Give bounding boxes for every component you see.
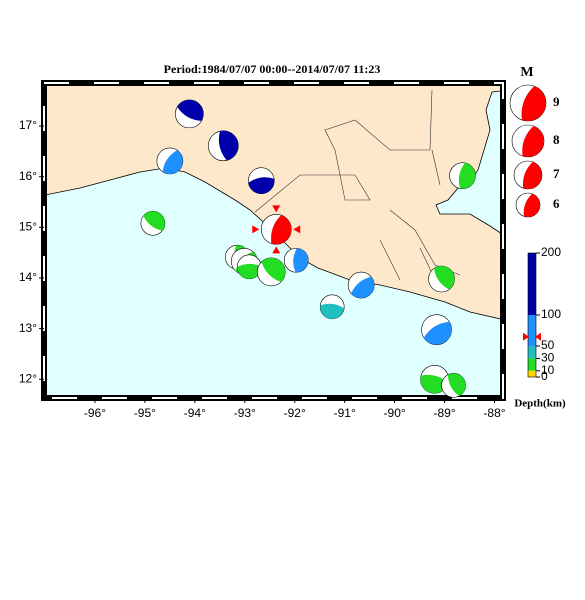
- lat-tick-label: 12°: [19, 371, 37, 385]
- event: [347, 271, 375, 299]
- lat-tick-label: 16°: [19, 169, 37, 183]
- ball-quadrant: [433, 266, 455, 290]
- lon-tick-label: -95°: [134, 406, 156, 420]
- ball-quadrant: [351, 276, 375, 299]
- depth-tick-label: 10: [541, 363, 555, 377]
- legend-ball: [509, 84, 547, 122]
- depth-tick-label: 30: [541, 351, 555, 365]
- ball-quadrant: [522, 161, 542, 189]
- ball-quadrant: [458, 162, 476, 189]
- event: [236, 254, 262, 280]
- ball-quadrant: [237, 263, 262, 279]
- legend-label: 8: [553, 132, 560, 147]
- lon-tick-label: -92°: [284, 406, 306, 420]
- legend-label: 6: [553, 196, 560, 211]
- ball-quadrant: [293, 248, 309, 273]
- depth-tick-label: 50: [541, 338, 555, 352]
- lat-tick-label: 14°: [19, 270, 37, 284]
- lon-tick-label: -94°: [184, 406, 206, 420]
- depth-band: [528, 358, 536, 371]
- title: Period:1984/07/07 00:00--2014/07/07 11:2…: [164, 62, 381, 76]
- legend-ball: [513, 160, 543, 190]
- event: [140, 210, 166, 236]
- ball-quadrant: [248, 177, 275, 194]
- ball-quadrant: [271, 215, 292, 245]
- legend-label: 7: [553, 166, 560, 181]
- lon-tick-label: -96°: [84, 406, 106, 420]
- event: [441, 373, 466, 398]
- legend-label: 9: [553, 94, 560, 109]
- event: [260, 214, 292, 245]
- ball-quadrant: [521, 86, 546, 121]
- frame-dash: [43, 82, 504, 399]
- event: [208, 130, 239, 162]
- event: [247, 167, 275, 195]
- depth-tick-label: 0: [541, 369, 548, 383]
- lon-tick-label: -93°: [234, 406, 256, 420]
- event: [256, 257, 286, 287]
- event: [421, 314, 452, 345]
- event-highlight: [252, 225, 260, 234]
- ball-quadrant: [261, 257, 286, 282]
- ball-quadrant: [522, 125, 544, 157]
- borders: [254, 89, 461, 291]
- event: [156, 147, 184, 175]
- event: [319, 294, 345, 320]
- ball-quadrant: [162, 150, 183, 174]
- event-highlight: [293, 225, 301, 234]
- ball-quadrant: [218, 130, 239, 161]
- event-highlight: [272, 205, 281, 213]
- event: [428, 265, 455, 293]
- legend-ball: [511, 124, 545, 158]
- depth-tick-label: 100: [541, 307, 561, 321]
- land: [45, 84, 502, 320]
- depth-label: Depth(km): [514, 398, 566, 410]
- magnitude-title: M: [520, 65, 533, 80]
- lat-tick-label: 17°: [19, 118, 37, 132]
- ball-quadrant: [423, 321, 452, 345]
- depth-tick-label: 200: [541, 245, 561, 259]
- depth-band: [528, 315, 536, 346]
- ball-quadrant: [523, 193, 540, 217]
- lon-tick-label: -90°: [384, 406, 406, 420]
- ball-quadrant: [447, 373, 466, 396]
- legend-ball: [515, 192, 541, 218]
- lon-tick-label: -89°: [433, 406, 455, 420]
- lat-tick-label: 13°: [19, 321, 37, 335]
- ball-quadrant: [177, 99, 204, 121]
- depth-band: [528, 253, 536, 315]
- event: [449, 162, 476, 189]
- event: [175, 99, 204, 129]
- ball-quadrant: [143, 211, 165, 231]
- lat-tick-label: 15°: [19, 220, 37, 234]
- depth-marker: [523, 332, 541, 341]
- ball-quadrant: [320, 303, 345, 319]
- event: [283, 247, 309, 273]
- event-highlight: [272, 246, 281, 254]
- ball-quadrant: [420, 374, 449, 394]
- lon-tick-label: -88°: [483, 406, 505, 420]
- depth-band: [528, 346, 536, 359]
- lon-tick-label: -91°: [334, 406, 356, 420]
- depth-band: [528, 370, 536, 377]
